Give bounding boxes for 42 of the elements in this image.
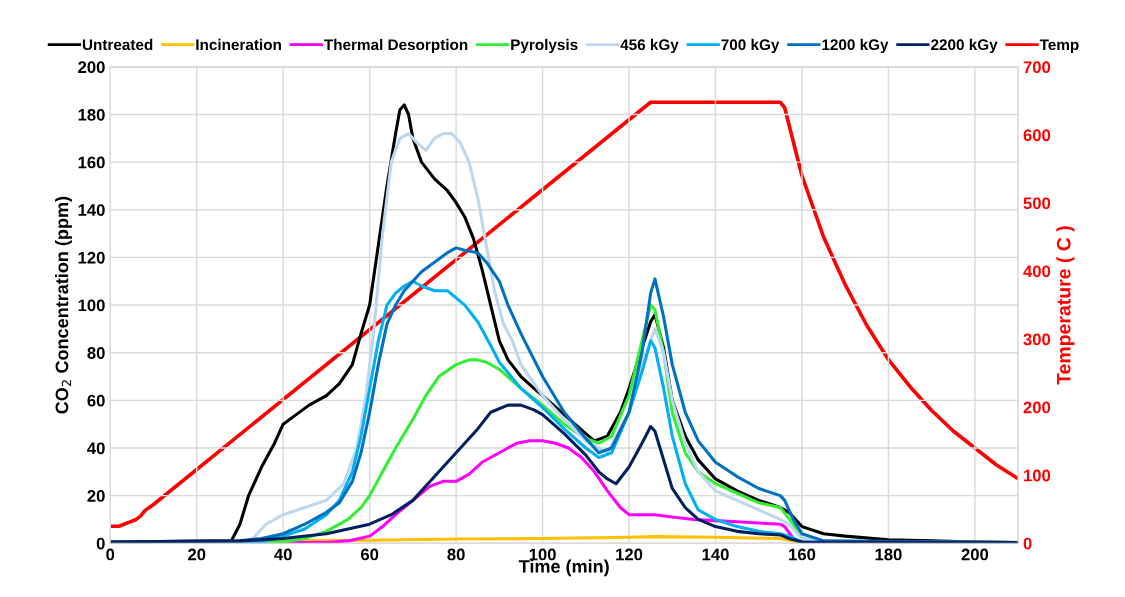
y-tick-label: 120 bbox=[78, 251, 105, 264]
x-tick-label: 20 bbox=[188, 548, 206, 561]
x-tick-label: 120 bbox=[616, 548, 643, 561]
x-tick-label: 100 bbox=[529, 548, 556, 561]
legend-label: 700 kGy bbox=[721, 38, 780, 54]
x-tick-label: 60 bbox=[360, 548, 379, 561]
x-tick-label: 180 bbox=[875, 548, 902, 561]
y2-tick-label: 200 bbox=[1023, 401, 1051, 414]
legend-label: Pyrolysis bbox=[511, 38, 578, 54]
y2-axis-title: Temperature ( C ) bbox=[1056, 226, 1075, 385]
x-tick-label: 40 bbox=[274, 548, 292, 561]
y-tick-label: 140 bbox=[78, 204, 105, 216]
x-axis-title: Time (min) bbox=[518, 559, 609, 577]
y2-tick-label: 400 bbox=[1023, 265, 1051, 278]
y-tick-label: 160 bbox=[78, 156, 105, 169]
legend-label: 1200 kGy bbox=[822, 38, 889, 54]
y-axis-title: CO$_{2}$ Concentration (ppm) bbox=[55, 196, 72, 414]
y-tick-label: 20 bbox=[87, 490, 105, 502]
y2-tick-label: 700 bbox=[1023, 61, 1051, 74]
x-tick-label: 80 bbox=[447, 548, 465, 561]
y2-tick-label: 0 bbox=[1023, 537, 1032, 550]
legend-label: Untreated bbox=[82, 38, 153, 51]
y-tick-label: 80 bbox=[87, 347, 105, 359]
y-tick-label: 180 bbox=[78, 108, 105, 121]
y2-tick-label: 100 bbox=[1024, 469, 1051, 482]
y-tick-label: 200 bbox=[78, 61, 105, 74]
legend-label: Temp bbox=[1039, 39, 1079, 54]
x-tick-label: 160 bbox=[789, 548, 816, 561]
legend-label: 2200 kGy bbox=[931, 38, 998, 54]
y2-tick-label: 300 bbox=[1023, 333, 1051, 346]
legend-label: Incineration bbox=[196, 38, 281, 51]
y-tick-label: 100 bbox=[78, 299, 105, 312]
y-tick-label: 60 bbox=[87, 394, 105, 407]
x-tick-label: 140 bbox=[702, 548, 729, 561]
y-tick-label: 0 bbox=[96, 537, 105, 550]
y2-tick-label: 500 bbox=[1023, 197, 1051, 210]
x-tick-label: 200 bbox=[961, 548, 989, 561]
y-tick-label: 40 bbox=[87, 442, 105, 455]
x-tick-label: 0 bbox=[106, 548, 115, 561]
legend-label: 456 kGy bbox=[620, 38, 679, 54]
y2-tick-label: 600 bbox=[1023, 129, 1051, 142]
legend-label: Thermal Desorption bbox=[324, 38, 468, 54]
